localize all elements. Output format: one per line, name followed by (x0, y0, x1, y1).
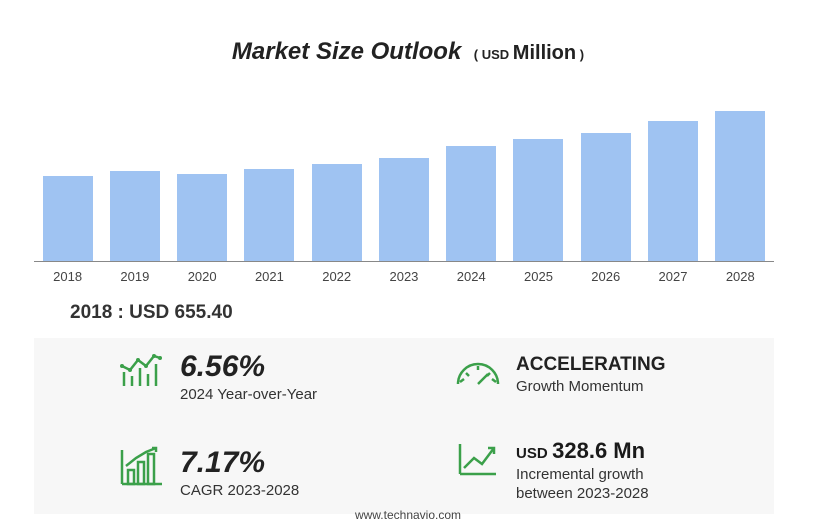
metric-yoy-text: 6.56% 2024 Year-over-Year (180, 350, 317, 403)
bar (43, 176, 93, 261)
incremental-label2: between 2023-2028 (516, 485, 649, 502)
metric-yoy: 6.56% 2024 Year-over-Year (118, 350, 317, 403)
bar (177, 174, 227, 261)
cagr-value: 7.17% (180, 446, 299, 480)
metric-incremental-text: USD 328.6 Mn Incremental growth between … (516, 438, 649, 502)
x-axis (34, 261, 774, 262)
yoy-label: 2024 Year-over-Year (180, 386, 317, 403)
arrow-up-icon (454, 438, 500, 478)
bar (110, 171, 160, 261)
paren-close: ) (580, 47, 584, 62)
cagr-label: CAGR 2023-2028 (180, 482, 299, 499)
bar (648, 121, 698, 261)
x-label: 2019 (110, 269, 160, 284)
metric-momentum: ACCELERATING Growth Momentum (454, 354, 666, 395)
yoy-value: 6.56% (180, 350, 317, 384)
x-label: 2018 (43, 269, 93, 284)
bar (312, 164, 362, 261)
bar-chart: 2018 2019 2020 2021 2022 2023 2024 2025 2026 2027… (34, 94, 774, 284)
paren-open: ( (474, 47, 478, 62)
momentum-heading: ACCELERATING (516, 354, 666, 376)
currency-label: USD (482, 47, 509, 62)
gauge-icon (454, 354, 500, 394)
bar-container (34, 101, 774, 261)
unit-label: Million (513, 42, 576, 64)
incremental-value: USD 328.6 Mn (516, 438, 649, 464)
metric-momentum-text: ACCELERATING Growth Momentum (516, 354, 666, 395)
x-label: 2025 (513, 269, 563, 284)
bar (715, 111, 765, 261)
metrics-panel: 6.56% 2024 Year-over-Year ACCELERATING G… (34, 338, 774, 514)
incremental-currency: USD (516, 445, 548, 462)
x-labels: 2018 2019 2020 2021 2022 2023 2024 2025 2026 2027… (34, 269, 774, 284)
incremental-label1: Incremental growth (516, 466, 649, 483)
footer-source: www.technavio.com (0, 508, 816, 522)
metric-cagr-text: 7.17% CAGR 2023-2028 (180, 446, 299, 499)
metric-cagr: 7.17% CAGR 2023-2028 (118, 446, 299, 499)
bar-trend-icon (118, 350, 164, 390)
bar (581, 133, 631, 261)
bar (244, 169, 294, 261)
x-label: 2028 (715, 269, 765, 284)
bar (446, 146, 496, 261)
x-label: 2026 (581, 269, 631, 284)
momentum-label: Growth Momentum (516, 378, 666, 395)
chart-title: Market Size Outlook (232, 38, 461, 65)
x-label: 2021 (244, 269, 294, 284)
chart-title-row: Market Size Outlook ( USD Million ) (0, 0, 816, 76)
x-label: 2024 (446, 269, 496, 284)
chart-title-unit: ( USD Million ) (474, 47, 584, 62)
x-label: 2023 (379, 269, 429, 284)
bar (379, 158, 429, 261)
baseline-value: 2018 : USD 655.40 (70, 302, 816, 324)
x-label: 2027 (648, 269, 698, 284)
bar (513, 139, 563, 261)
metric-incremental: USD 328.6 Mn Incremental growth between … (454, 438, 649, 502)
x-label: 2020 (177, 269, 227, 284)
incremental-amount: 328.6 Mn (552, 438, 645, 463)
growth-bars-icon (118, 446, 164, 486)
x-label: 2022 (312, 269, 362, 284)
